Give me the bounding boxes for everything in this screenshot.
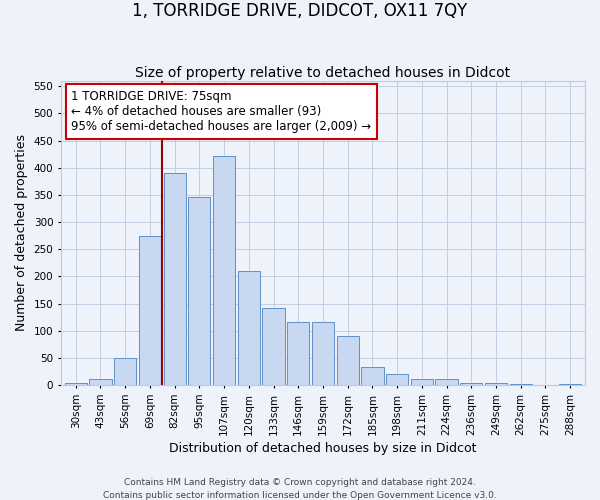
Bar [559, 384, 581, 386]
Bar [386, 374, 408, 386]
Bar [460, 382, 482, 386]
Bar [436, 379, 458, 386]
Bar [238, 271, 260, 386]
Bar [411, 380, 433, 386]
Bar [312, 322, 334, 386]
Text: 1, TORRIDGE DRIVE, DIDCOT, OX11 7QY: 1, TORRIDGE DRIVE, DIDCOT, OX11 7QY [133, 2, 467, 21]
Bar [287, 322, 310, 386]
Bar [114, 358, 136, 386]
Title: Size of property relative to detached houses in Didcot: Size of property relative to detached ho… [136, 66, 511, 80]
Bar [65, 382, 87, 386]
X-axis label: Distribution of detached houses by size in Didcot: Distribution of detached houses by size … [169, 442, 477, 455]
Bar [89, 379, 112, 386]
Bar [485, 382, 507, 386]
Bar [164, 173, 186, 386]
Bar [188, 196, 211, 386]
Bar [213, 156, 235, 386]
Y-axis label: Number of detached properties: Number of detached properties [15, 134, 28, 332]
Bar [337, 336, 359, 386]
Text: Contains HM Land Registry data © Crown copyright and database right 2024.
Contai: Contains HM Land Registry data © Crown c… [103, 478, 497, 500]
Bar [509, 384, 532, 386]
Bar [262, 308, 284, 386]
Bar [361, 367, 383, 386]
Text: 1 TORRIDGE DRIVE: 75sqm
← 4% of detached houses are smaller (93)
95% of semi-det: 1 TORRIDGE DRIVE: 75sqm ← 4% of detached… [71, 90, 371, 133]
Bar [139, 236, 161, 386]
